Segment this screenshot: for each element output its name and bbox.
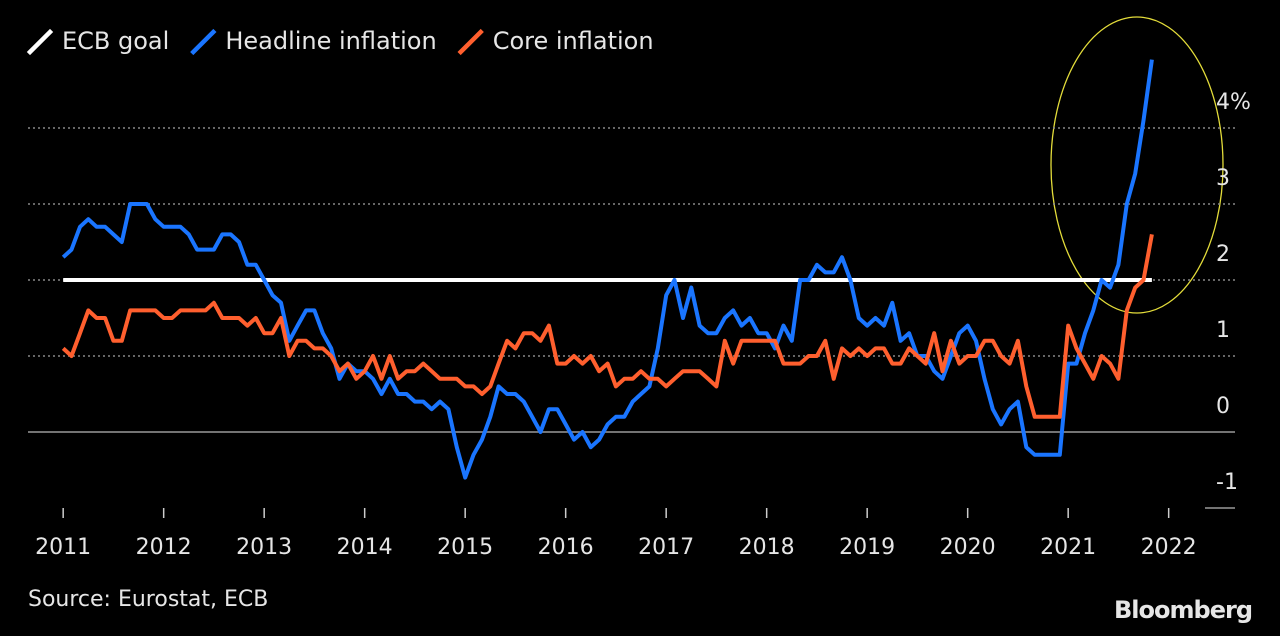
legend-marker bbox=[190, 28, 217, 56]
legend-label: Core inflation bbox=[493, 27, 654, 55]
x-tick-label: 2021 bbox=[1040, 535, 1096, 560]
legend-marker bbox=[457, 28, 484, 56]
x-tick-label: 2017 bbox=[638, 535, 694, 560]
x-tick-label: 2012 bbox=[136, 535, 192, 560]
legend-marker bbox=[26, 28, 54, 56]
x-tick-label: 2018 bbox=[739, 535, 795, 560]
x-tick-label: 2014 bbox=[337, 535, 393, 560]
credit: Bloomberg bbox=[1114, 596, 1252, 624]
x-tick-label: 2016 bbox=[538, 535, 594, 560]
y-tick-label: -1 bbox=[1216, 470, 1238, 495]
legend-label: ECB goal bbox=[62, 27, 169, 55]
y-tick-label: 1 bbox=[1216, 318, 1230, 343]
x-tick-label: 2020 bbox=[940, 535, 996, 560]
annotation-ellipse bbox=[1050, 16, 1224, 314]
x-tick-label: 2022 bbox=[1141, 535, 1197, 560]
series-line bbox=[61, 234, 1154, 419]
x-tick-label: 2015 bbox=[437, 535, 493, 560]
series-line bbox=[61, 59, 1154, 480]
y-tick-label: 2 bbox=[1216, 242, 1230, 267]
legend-label: Headline inflation bbox=[225, 27, 436, 55]
source: Source: Eurostat, ECB bbox=[28, 587, 268, 612]
y-tick-label: 4% bbox=[1216, 90, 1251, 115]
y-tick-label: 0 bbox=[1216, 394, 1230, 419]
x-tick-label: 2011 bbox=[35, 535, 91, 560]
x-tick-label: 2013 bbox=[236, 535, 292, 560]
x-tick-label: 2019 bbox=[839, 535, 895, 560]
y-tick-label: 3 bbox=[1216, 166, 1230, 191]
